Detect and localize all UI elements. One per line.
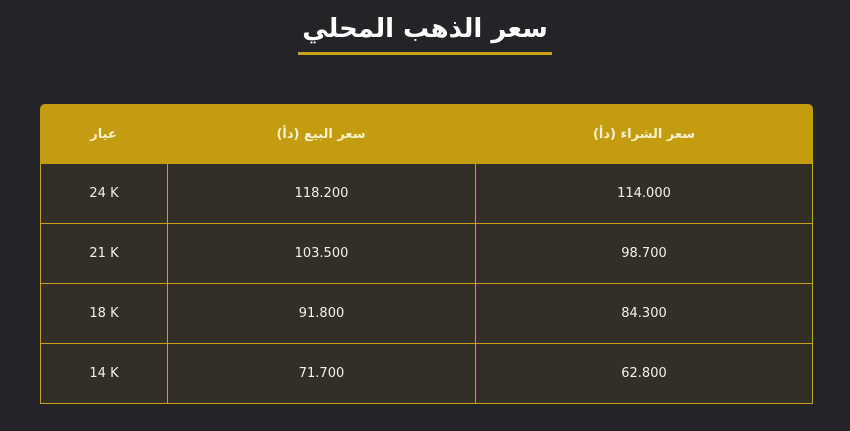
gold-price-table: عيار سعر البيع (دأ) سعر الشراء (دأ) 24 K… <box>40 104 813 404</box>
table-row: 21 K 103.500 98.700 <box>40 224 813 284</box>
buy-price-cell: 98.700 <box>475 224 813 284</box>
buy-price-cell: 84.300 <box>475 284 813 344</box>
table-row: 18 K 91.800 84.300 <box>40 284 813 344</box>
sell-price-cell: 103.500 <box>167 224 475 284</box>
karat-cell: 18 K <box>40 284 167 344</box>
table-row: 14 K 71.700 62.800 <box>40 344 813 404</box>
header-karat: عيار <box>40 104 167 164</box>
header-buy-price: سعر الشراء (دأ) <box>475 104 813 164</box>
karat-cell: 24 K <box>40 164 167 224</box>
buy-price-cell: 114.000 <box>475 164 813 224</box>
sell-price-cell: 71.700 <box>167 344 475 404</box>
page-title: سعر الذهب المحلي <box>298 10 552 55</box>
table-row: 24 K 118.200 114.000 <box>40 164 813 224</box>
header-sell-price: سعر البيع (دأ) <box>167 104 475 164</box>
karat-cell: 21 K <box>40 224 167 284</box>
table-header-row: عيار سعر البيع (دأ) سعر الشراء (دأ) <box>40 104 813 164</box>
buy-price-cell: 62.800 <box>475 344 813 404</box>
page-header: سعر الذهب المحلي <box>0 10 850 55</box>
sell-price-cell: 91.800 <box>167 284 475 344</box>
karat-cell: 14 K <box>40 344 167 404</box>
sell-price-cell: 118.200 <box>167 164 475 224</box>
